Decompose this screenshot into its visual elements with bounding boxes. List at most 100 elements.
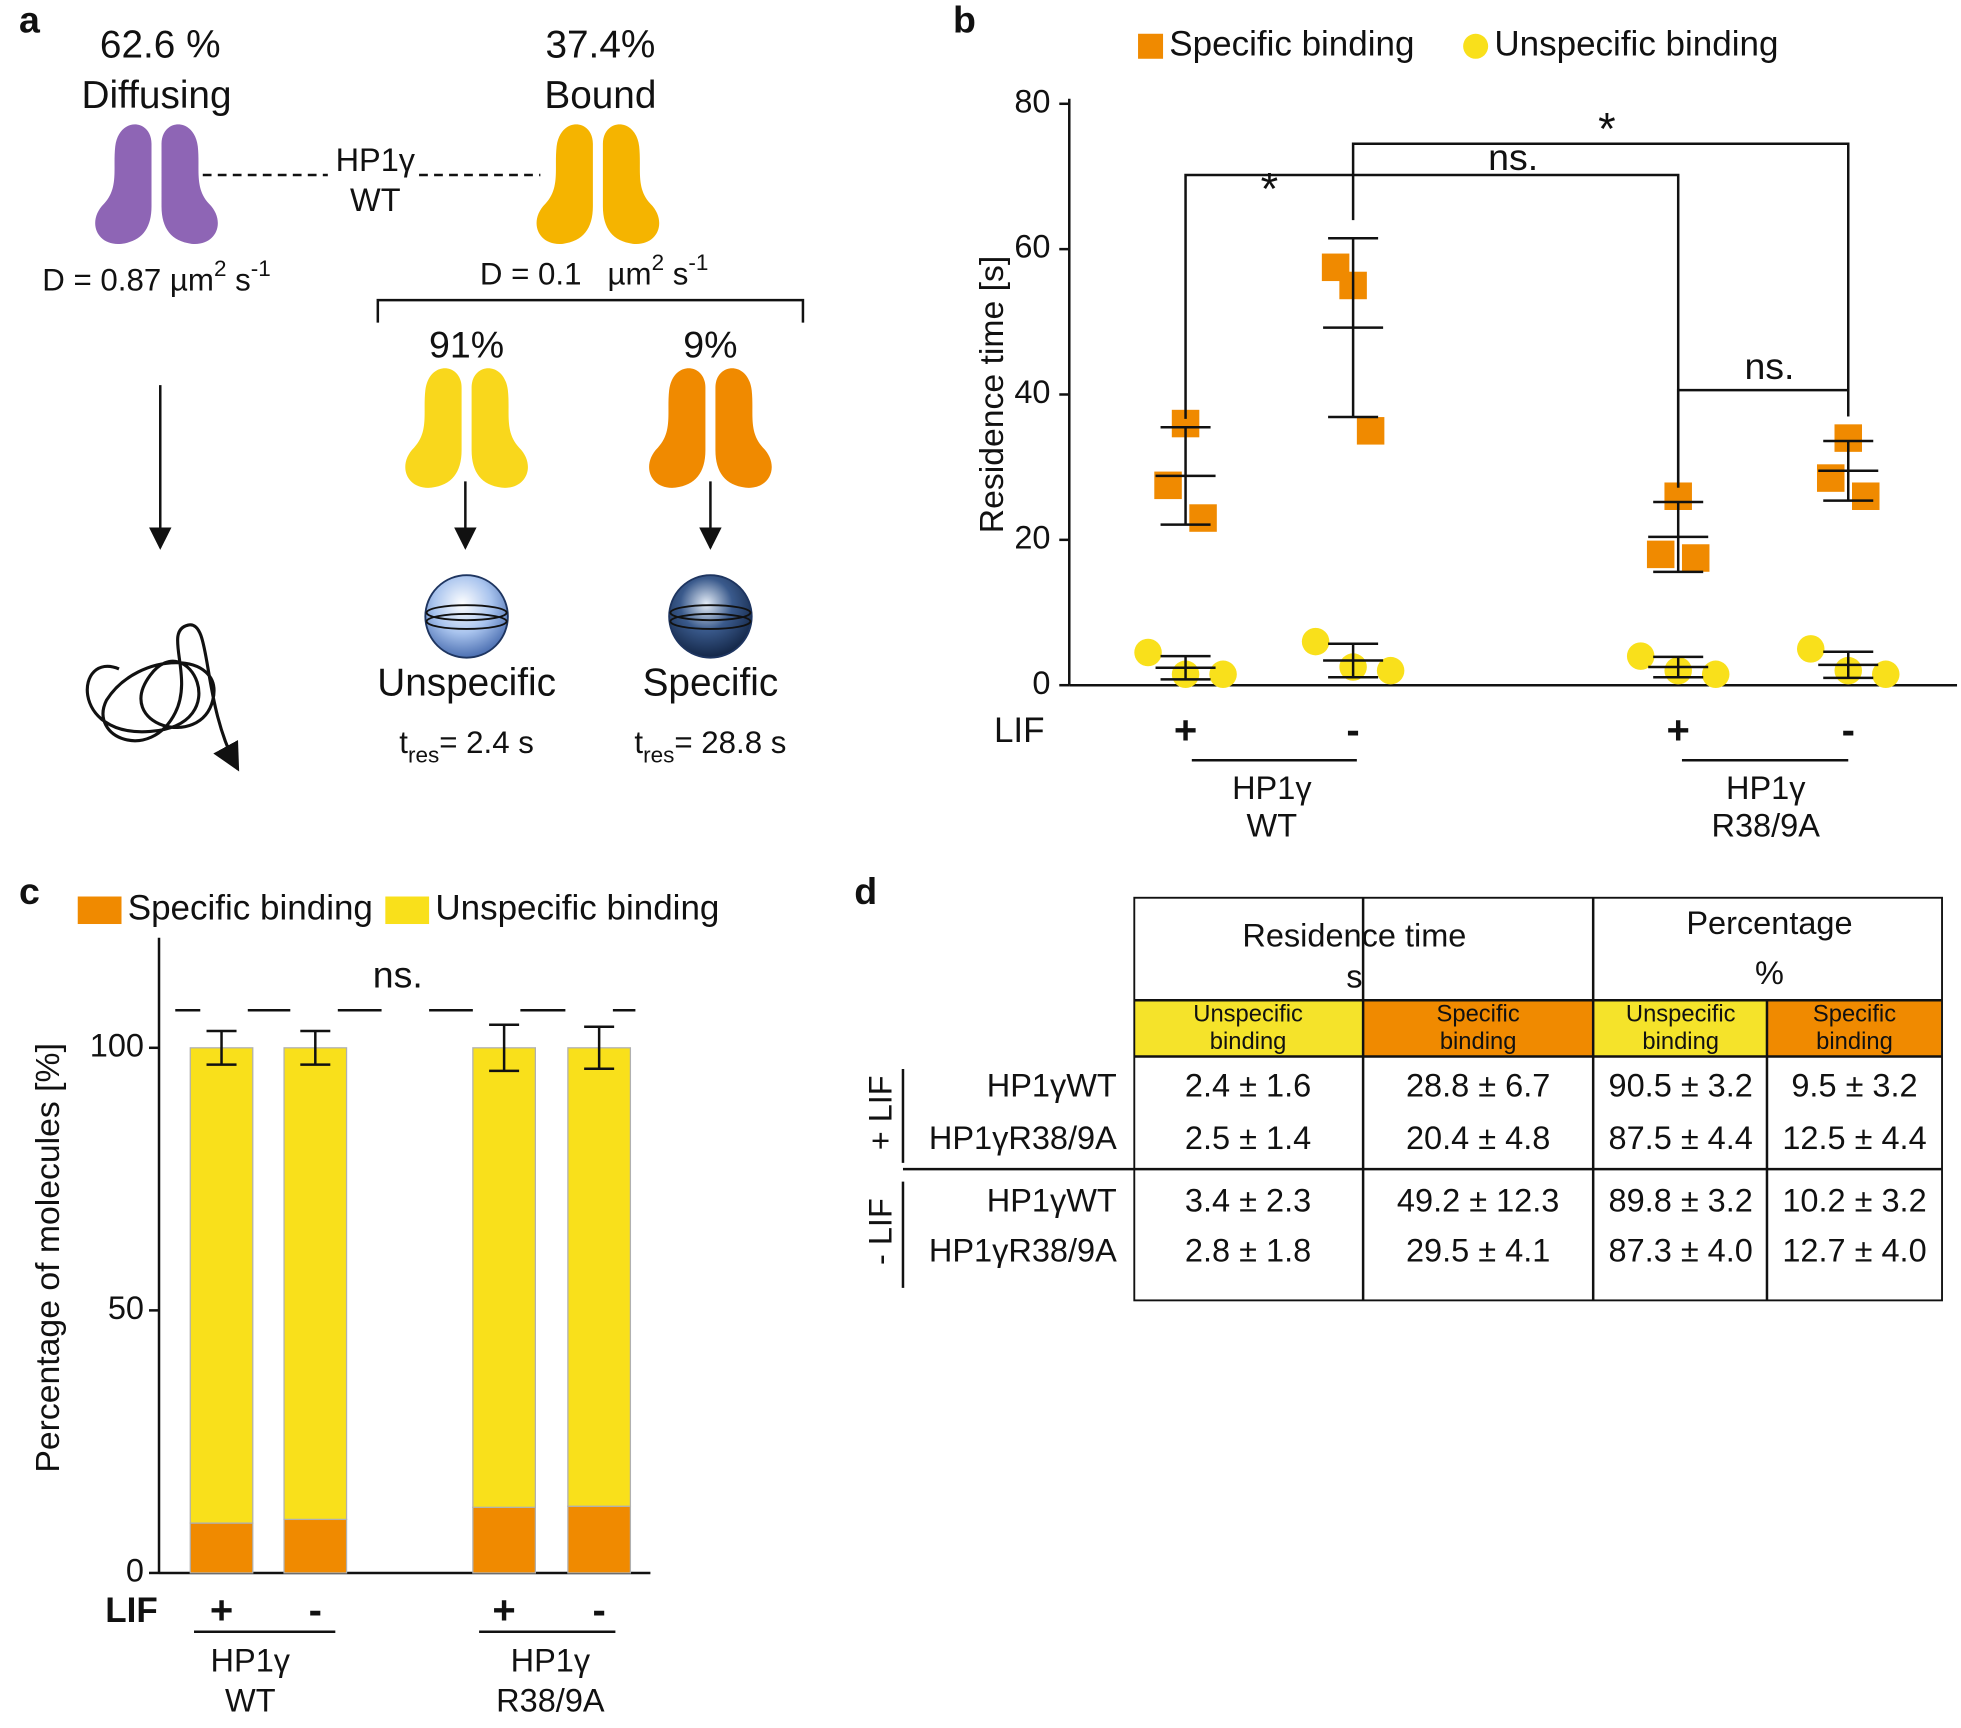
y-axis-label: Percentage of molecules [%] <box>29 1043 67 1473</box>
group-label: HP1γ <box>511 1643 591 1679</box>
table-cell: 20.4 ± 4.8 <box>1406 1120 1550 1156</box>
bound-label: Bound <box>544 74 656 117</box>
group-label: HP1γ <box>211 1643 291 1679</box>
bar-segment <box>283 1518 348 1574</box>
header-group: Residence time <box>1242 917 1466 953</box>
protein-name: HP1γ <box>336 142 416 178</box>
group-label: WT <box>225 1683 276 1719</box>
y-axis-label: Residence time [s] <box>973 256 1011 534</box>
significance-label: ns. <box>1744 345 1794 387</box>
group-label: HP1γ <box>1726 770 1806 806</box>
chromatin-sphere <box>424 574 509 659</box>
legend-swatch <box>385 896 430 925</box>
table-cell: 10.2 ± 3.2 <box>1782 1182 1926 1218</box>
panel-label: b <box>953 0 976 40</box>
residence-time: tres= 2.4 s <box>399 725 534 767</box>
bracket <box>376 298 805 323</box>
table-cell: 87.5 ± 4.4 <box>1609 1120 1753 1156</box>
column-header: binding <box>1210 1028 1287 1055</box>
x-axis-label: LIF <box>105 1591 157 1630</box>
data-point <box>1816 464 1845 492</box>
significance-label: * <box>1261 163 1279 214</box>
y-tick-label: 40 <box>1014 374 1050 410</box>
bar-segment <box>189 1522 254 1574</box>
sphere-band <box>669 612 752 630</box>
bound-percent: 37.4% <box>545 24 655 67</box>
header-cell <box>1593 1000 1767 1057</box>
x-axis-label: LIF <box>994 711 1045 750</box>
legend-label: Specific binding <box>1169 25 1414 64</box>
table-cell: 87.3 ± 4.0 <box>1609 1232 1753 1268</box>
data-point <box>1376 656 1405 685</box>
significance-bracket <box>1184 173 1354 419</box>
fraction-percent: 91% <box>429 324 504 366</box>
protein-icon <box>405 368 528 488</box>
column-header: binding <box>1642 1028 1719 1055</box>
table-cell: 2.8 ± 1.8 <box>1185 1232 1311 1268</box>
data-point <box>1301 627 1330 656</box>
legend-swatch <box>77 896 122 925</box>
group-label: R38/9A <box>1712 807 1821 843</box>
protein-variant: WT <box>350 182 401 218</box>
column-header: binding <box>1440 1028 1517 1055</box>
significance-bracket <box>1353 173 1680 488</box>
table-cell: 89.8 ± 3.2 <box>1609 1182 1753 1218</box>
protein-lobe <box>471 368 528 488</box>
bar-segment <box>189 1047 254 1524</box>
binding-label: Unspecific <box>377 661 556 704</box>
sphere-band <box>425 612 508 630</box>
t-symbol: t <box>634 725 643 760</box>
x-tick-label: - <box>309 1589 322 1633</box>
data-point <box>1626 642 1655 670</box>
bar-segment <box>567 1047 632 1507</box>
data-point <box>1701 660 1730 689</box>
column-header: Unspecific <box>1193 1001 1303 1028</box>
group-label: WT <box>1247 807 1298 843</box>
table-cell: 12.7 ± 4.0 <box>1782 1232 1926 1268</box>
panel-label: a <box>19 0 41 40</box>
table-cell: 49.2 ± 12.3 <box>1397 1182 1559 1218</box>
significance-label: * <box>1598 103 1616 154</box>
table-cell: 2.4 ± 1.6 <box>1185 1067 1311 1103</box>
dc-text: D = 0.1 µm <box>480 257 652 292</box>
data-point <box>1321 253 1350 282</box>
y-tick-label: 20 <box>1014 519 1050 555</box>
data-point <box>1852 482 1880 510</box>
y-tick-label: 100 <box>90 1027 144 1063</box>
row-label: HP1γR38/9A <box>929 1232 1117 1268</box>
dc-text: D = 0.87 µm <box>42 263 214 298</box>
protein-lobe <box>405 368 462 488</box>
protein-lobe <box>161 124 218 244</box>
diffusing-label: Diffusing <box>81 74 231 117</box>
legend-marker <box>1138 33 1164 59</box>
table-border <box>1133 896 1943 1302</box>
random-walk <box>85 623 240 772</box>
y-tick-label: 0 <box>1032 665 1050 701</box>
row-label: HP1γR38/9A <box>929 1120 1117 1156</box>
diffusing-percent: 62.6 % <box>100 24 221 67</box>
t-value: = 2.4 s <box>439 725 534 760</box>
protein-lobe <box>536 124 593 244</box>
dc-sup: -1 <box>688 250 708 275</box>
data-point <box>1872 660 1900 689</box>
table-cell: 3.4 ± 2.3 <box>1185 1182 1311 1218</box>
table-cell: 28.8 ± 6.7 <box>1406 1067 1550 1103</box>
protein-icon <box>649 368 772 488</box>
bar-segment <box>472 1506 536 1574</box>
group-label: HP1γ <box>1232 770 1312 806</box>
header-group: Percentage <box>1686 905 1852 941</box>
y-tick-label: 60 <box>1014 229 1050 265</box>
data-point <box>1796 635 1825 663</box>
legend-marker <box>1463 33 1489 59</box>
protein-lobe <box>649 368 706 488</box>
y-tick-label: 50 <box>108 1290 144 1326</box>
diffusion-coefficient: D = 0.1 µm2 s-1 <box>480 250 709 292</box>
data-point <box>1189 504 1217 532</box>
dc-sup: 2 <box>214 256 227 281</box>
data-point <box>1646 540 1675 569</box>
diffusion-coefficient: D = 0.87 µm2 s-1 <box>42 256 271 298</box>
table-cell: 9.5 ± 3.2 <box>1791 1067 1917 1103</box>
sphere-band <box>425 604 508 622</box>
y-tick-label: 80 <box>1014 83 1050 119</box>
t-sub: res <box>408 742 439 767</box>
